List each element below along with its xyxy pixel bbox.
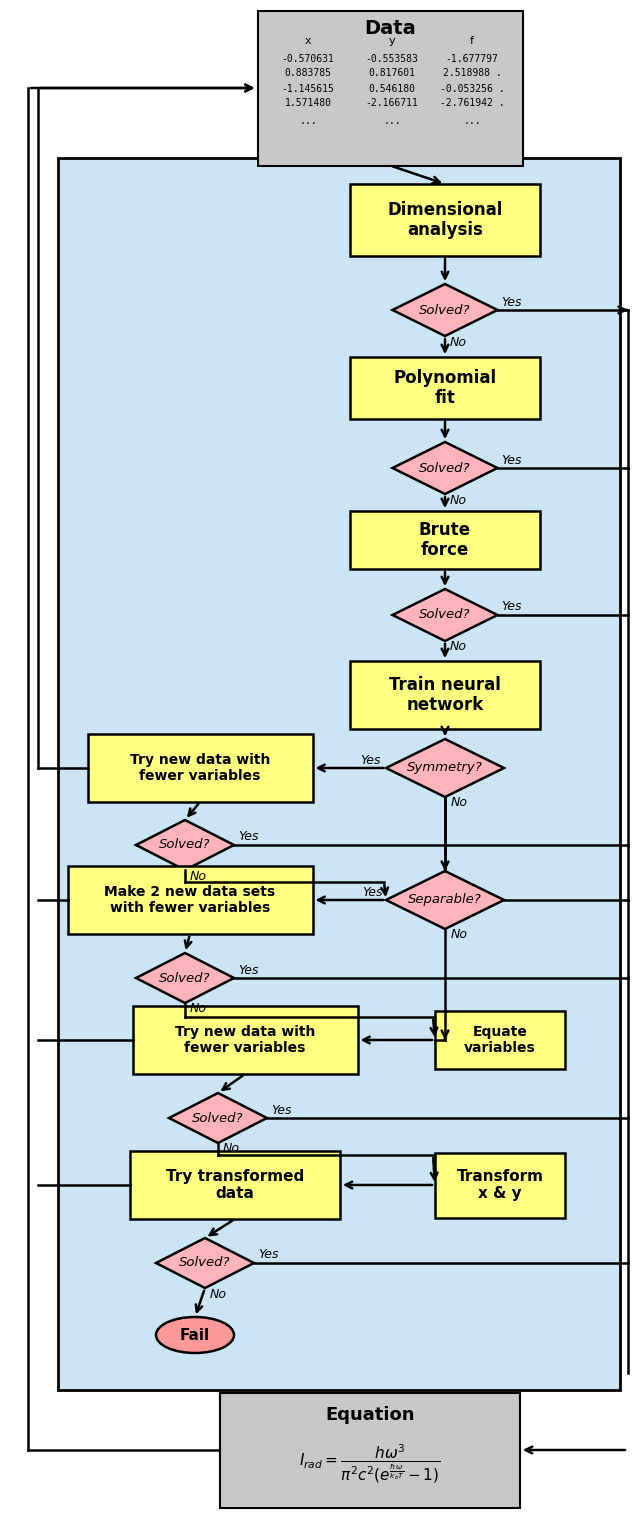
Text: Yes: Yes: [238, 964, 259, 976]
Text: Make 2 new data sets
with fewer variables: Make 2 new data sets with fewer variable…: [104, 885, 276, 915]
Text: Separable?: Separable?: [408, 894, 482, 906]
Text: Yes: Yes: [502, 601, 522, 613]
Text: No: No: [450, 641, 467, 654]
Text: Solved?: Solved?: [159, 838, 211, 852]
Text: -2.761942 .: -2.761942 .: [440, 99, 504, 108]
Polygon shape: [392, 442, 497, 493]
Text: Data: Data: [364, 20, 416, 38]
Polygon shape: [169, 1093, 267, 1143]
Text: Solved?: Solved?: [419, 304, 471, 316]
Polygon shape: [136, 953, 234, 1003]
FancyBboxPatch shape: [435, 1152, 565, 1217]
FancyBboxPatch shape: [435, 1011, 565, 1069]
Text: Try new data with
fewer variables: Try new data with fewer variables: [130, 753, 270, 783]
Text: Yes: Yes: [258, 1248, 278, 1261]
Text: Solved?: Solved?: [159, 972, 211, 985]
Polygon shape: [156, 1239, 254, 1287]
Text: Yes: Yes: [360, 753, 381, 767]
Text: Equate
variables: Equate variables: [464, 1025, 536, 1055]
Text: Fail: Fail: [180, 1328, 210, 1342]
FancyBboxPatch shape: [350, 184, 540, 257]
Text: Try new data with
fewer variables: Try new data with fewer variables: [175, 1025, 315, 1055]
Text: Try transformed
data: Try transformed data: [166, 1169, 304, 1201]
Text: 1.571480: 1.571480: [285, 99, 332, 108]
Text: No: No: [210, 1287, 227, 1301]
FancyBboxPatch shape: [220, 1392, 520, 1507]
Text: Symmetry?: Symmetry?: [407, 762, 483, 774]
Text: Brute
force: Brute force: [419, 521, 471, 560]
Text: -1.677797: -1.677797: [445, 53, 499, 64]
Polygon shape: [392, 284, 497, 335]
Text: No: No: [450, 335, 467, 349]
Text: Yes: Yes: [238, 830, 259, 844]
Text: -0.570631: -0.570631: [282, 53, 335, 64]
Text: Solved?: Solved?: [192, 1111, 244, 1125]
Text: Solved?: Solved?: [179, 1257, 231, 1269]
Text: No: No: [190, 870, 207, 882]
Text: ...: ...: [299, 115, 317, 126]
Text: Yes: Yes: [502, 296, 522, 308]
Text: Yes: Yes: [362, 885, 383, 899]
Text: y: y: [388, 36, 396, 47]
FancyBboxPatch shape: [132, 1006, 358, 1075]
Text: -2.166711: -2.166711: [365, 99, 419, 108]
Text: -1.145615: -1.145615: [282, 83, 335, 94]
FancyBboxPatch shape: [58, 158, 620, 1390]
Text: No: No: [190, 1002, 207, 1016]
Text: No: No: [451, 797, 468, 809]
Text: No: No: [451, 929, 468, 941]
Text: Solved?: Solved?: [419, 609, 471, 621]
Text: ...: ...: [463, 115, 481, 126]
Text: No: No: [450, 493, 467, 507]
Text: Dimensional
analysis: Dimensional analysis: [387, 200, 502, 240]
FancyBboxPatch shape: [88, 735, 312, 802]
Text: 0.883785: 0.883785: [285, 68, 332, 79]
Text: Yes: Yes: [271, 1104, 291, 1117]
Text: $I_{rad} = \dfrac{h\omega^3}{\pi^2 c^2(e^{\frac{\hbar\omega}{k_b T}}-1)}$: $I_{rad} = \dfrac{h\omega^3}{\pi^2 c^2(e…: [300, 1442, 441, 1485]
Text: ...: ...: [383, 115, 401, 126]
Text: No: No: [223, 1143, 240, 1155]
FancyBboxPatch shape: [257, 11, 522, 165]
Text: f: f: [470, 36, 474, 47]
Text: Yes: Yes: [502, 454, 522, 466]
Text: Train neural
network: Train neural network: [389, 676, 501, 715]
Ellipse shape: [156, 1318, 234, 1353]
Text: Transform
x & y: Transform x & y: [456, 1169, 543, 1201]
Text: 0.817601: 0.817601: [369, 68, 415, 79]
FancyBboxPatch shape: [350, 512, 540, 569]
FancyBboxPatch shape: [350, 660, 540, 729]
Text: Polynomial
fit: Polynomial fit: [394, 369, 497, 407]
Polygon shape: [136, 820, 234, 870]
FancyBboxPatch shape: [130, 1151, 340, 1219]
FancyBboxPatch shape: [67, 865, 312, 934]
Polygon shape: [386, 871, 504, 929]
Text: Solved?: Solved?: [419, 461, 471, 475]
Text: -0.553583: -0.553583: [365, 53, 419, 64]
Polygon shape: [392, 589, 497, 641]
Text: -0.053256 .: -0.053256 .: [440, 83, 504, 94]
FancyBboxPatch shape: [350, 357, 540, 419]
Text: 0.546180: 0.546180: [369, 83, 415, 94]
Text: Equation: Equation: [325, 1406, 415, 1424]
Polygon shape: [386, 739, 504, 797]
Text: 2.518988 .: 2.518988 .: [443, 68, 501, 79]
Text: x: x: [305, 36, 311, 47]
